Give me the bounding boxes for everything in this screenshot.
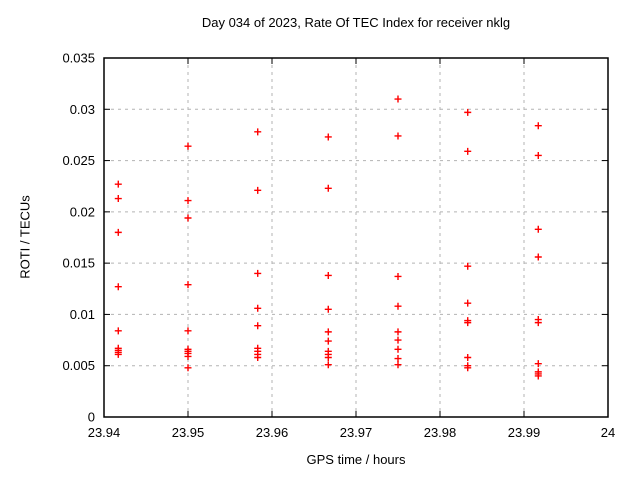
svg-text:23.95: 23.95 <box>172 425 205 440</box>
svg-text:23.99: 23.99 <box>508 425 541 440</box>
data-point-marker <box>184 327 192 335</box>
data-point-marker <box>184 352 192 360</box>
data-point-marker <box>534 151 542 159</box>
data-point-marker <box>324 133 332 141</box>
data-point-marker <box>394 272 402 280</box>
x-axis-label: GPS time / hours <box>306 452 406 467</box>
svg-text:0.035: 0.035 <box>62 51 95 66</box>
data-point-marker <box>254 322 262 330</box>
data-point-marker <box>464 147 472 155</box>
data-point-marker <box>394 345 402 353</box>
data-point-marker <box>324 337 332 345</box>
data-point-marker <box>324 305 332 313</box>
svg-text:24: 24 <box>601 425 615 440</box>
svg-text:0.005: 0.005 <box>62 358 95 373</box>
data-point-marker <box>464 108 472 116</box>
svg-text:0.025: 0.025 <box>62 153 95 168</box>
svg-text:0.01: 0.01 <box>70 307 95 322</box>
data-point-marker <box>254 354 262 362</box>
data-points-ROTI <box>114 95 542 380</box>
data-point-marker <box>324 271 332 279</box>
data-point-marker <box>534 372 542 380</box>
data-point-marker <box>184 142 192 150</box>
data-point-marker <box>464 354 472 362</box>
data-point-marker <box>394 95 402 103</box>
data-point-marker <box>184 364 192 372</box>
data-point-marker <box>114 350 122 358</box>
svg-text:23.94: 23.94 <box>88 425 121 440</box>
svg-text:0.015: 0.015 <box>62 256 95 271</box>
data-point-marker <box>114 195 122 203</box>
data-point-marker <box>394 361 402 369</box>
data-point-marker <box>324 328 332 336</box>
svg-text:23.96: 23.96 <box>256 425 289 440</box>
data-point-marker <box>464 364 472 372</box>
data-point-marker <box>254 269 262 277</box>
data-point-marker <box>394 336 402 344</box>
plot-border <box>103 57 609 418</box>
data-point-marker <box>324 354 332 362</box>
data-point-marker <box>394 328 402 336</box>
data-point-marker <box>394 132 402 140</box>
svg-text:23.97: 23.97 <box>340 425 373 440</box>
y-tick-labels: 0 0.005 0.01 0.015 0.02 0.025 0.03 0.035 <box>62 51 95 425</box>
svg-text:23.98: 23.98 <box>424 425 457 440</box>
data-point-marker <box>324 184 332 192</box>
data-point-marker <box>114 228 122 236</box>
data-point-marker <box>534 360 542 368</box>
gridlines <box>104 58 608 417</box>
data-point-marker <box>184 281 192 289</box>
data-point-marker <box>464 299 472 307</box>
data-point-marker <box>534 225 542 233</box>
data-point-marker <box>114 283 122 291</box>
data-point-marker <box>114 180 122 188</box>
data-point-marker <box>394 355 402 363</box>
data-point-marker <box>184 214 192 222</box>
data-point-marker <box>464 319 472 327</box>
data-point-marker <box>534 319 542 327</box>
data-point-marker <box>394 302 402 310</box>
svg-text:0: 0 <box>88 410 95 425</box>
svg-text:0.02: 0.02 <box>70 204 95 219</box>
data-point-marker <box>254 128 262 136</box>
data-point-marker <box>464 262 472 270</box>
data-point-marker <box>534 253 542 261</box>
data-point-marker <box>114 327 122 335</box>
chart-title: Day 034 of 2023, Rate Of TEC Index for r… <box>201 15 511 30</box>
data-point-marker <box>184 197 192 205</box>
axis-ticks <box>103 57 609 418</box>
data-point-marker <box>324 361 332 369</box>
data-point-marker <box>254 304 262 312</box>
x-tick-labels: 23.94 23.95 23.96 23.97 23.98 23.99 24 <box>88 425 616 440</box>
svg-text:0.03: 0.03 <box>70 102 95 117</box>
data-point-marker <box>534 122 542 130</box>
data-point-marker <box>254 186 262 194</box>
